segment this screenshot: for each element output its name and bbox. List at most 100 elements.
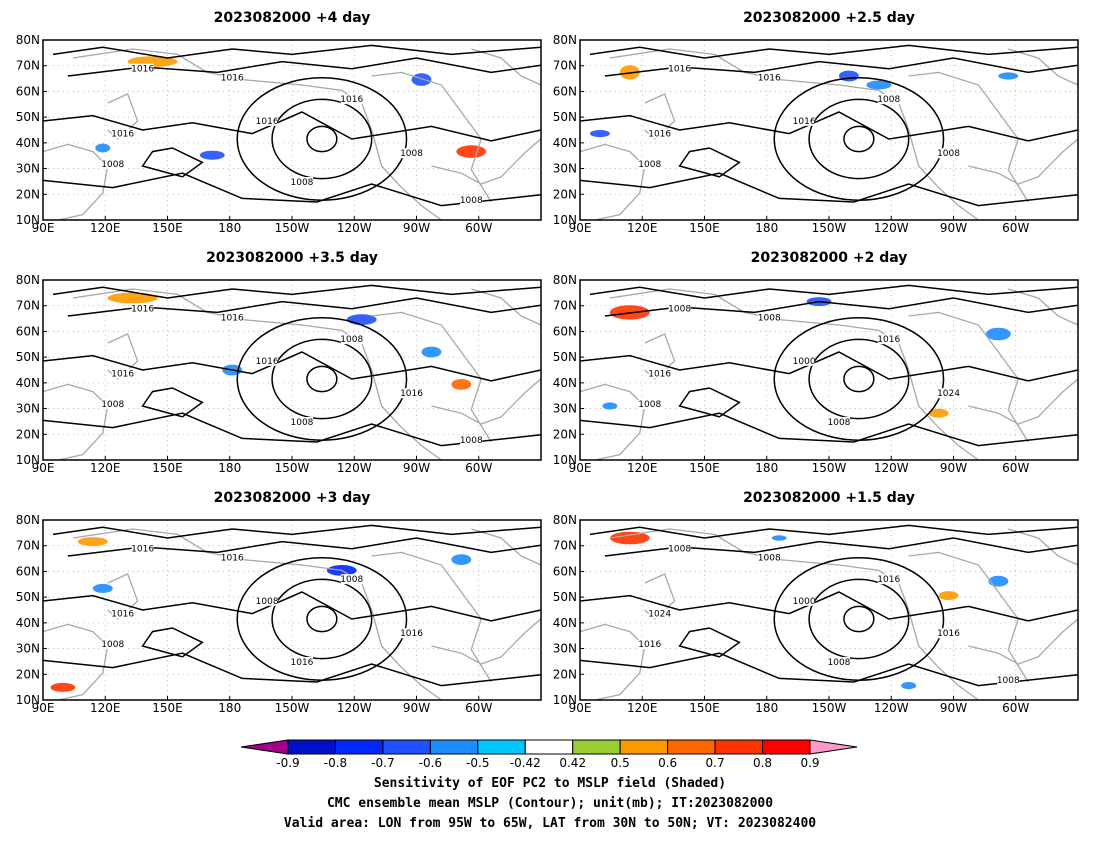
contour-label: 1016: [648, 129, 671, 139]
sensitivity-shading: [602, 402, 618, 410]
caption-line-2: CMC ensemble mean MSLP (Contour); unit(m…: [326, 796, 774, 811]
mslp-contour: [589, 524, 1079, 539]
coastline: [908, 71, 1029, 203]
sensitivity-shading: [421, 346, 442, 358]
contour-label: 1016: [256, 117, 279, 127]
contour-label: 1016: [131, 305, 154, 315]
lat-tick-label: 30N: [16, 642, 40, 656]
contour-label: 1016: [400, 389, 423, 399]
mslp-contour: [843, 125, 875, 153]
contour-label: 1016: [111, 129, 134, 139]
lat-tick-label: 60N: [553, 564, 577, 578]
lon-tick-label: 90W: [403, 701, 430, 715]
lon-tick-label: 150W: [812, 461, 847, 475]
contour-label: 1016: [638, 640, 661, 650]
mslp-contour: [678, 387, 741, 418]
mslp-contour: [141, 387, 204, 418]
lat-tick-label: 10N: [553, 453, 577, 467]
mslp-contour: [579, 172, 1079, 207]
mslp-contour: [843, 605, 875, 633]
lat-tick-label: 50N: [16, 110, 40, 124]
contour-label: 1016: [111, 369, 134, 379]
lon-tick-label: 120E: [627, 701, 658, 715]
lon-tick-label: 150W: [275, 701, 310, 715]
sensitivity-shading: [988, 575, 1009, 587]
colorbar-cell: [667, 739, 716, 755]
lon-tick-label: 120W: [874, 221, 909, 235]
contour-label: 1016: [877, 335, 900, 345]
contour-label: 1016: [937, 629, 960, 639]
contour-label: 1016: [256, 357, 279, 367]
lat-tick-label: 80N: [16, 33, 40, 47]
lon-tick-label: 150E: [152, 461, 183, 475]
colorbar-tick-label: -0.5: [466, 756, 489, 770]
contour-label: 1016: [111, 609, 134, 619]
coastline: [371, 311, 492, 443]
map-panel: 1016 1016 1016 1016 1016 1008 1008 1008 1008 2023…: [16, 10, 542, 235]
mslp-contour: [306, 605, 338, 633]
contour-label: 1000: [793, 597, 816, 607]
sensitivity-shading: [451, 379, 472, 390]
coastline: [968, 138, 1079, 185]
mslp-contour: [808, 578, 910, 660]
lat-tick-label: 70N: [553, 59, 577, 73]
sensitivity-shading: [199, 150, 225, 160]
sensitivity-shading: [985, 327, 1011, 341]
lon-tick-label: 120E: [90, 701, 121, 715]
mslp-contour: [306, 365, 338, 393]
mslp-contour: [678, 147, 741, 178]
lat-tick-label: 10N: [16, 453, 40, 467]
map-panel: 1016 1016 1008 1016 1016 1016 1008 1008 1008 2023…: [16, 250, 542, 475]
sensitivity-shading: [938, 591, 959, 601]
mslp-contour: [773, 557, 945, 681]
mslp-contour: [579, 652, 1079, 687]
lat-tick-label: 80N: [16, 273, 40, 287]
lon-tick-label: 150E: [689, 701, 720, 715]
mslp-contour: [236, 317, 408, 441]
lon-tick-label: 150E: [689, 221, 720, 235]
lon-tick-label: 150W: [812, 221, 847, 235]
lon-tick-label: 90W: [940, 461, 967, 475]
lon-tick-label: 180: [218, 221, 241, 235]
contour-label: 1008: [828, 418, 851, 428]
contour-label: 1008: [758, 554, 781, 564]
lon-tick-label: 150W: [275, 221, 310, 235]
lat-tick-label: 70N: [16, 59, 40, 73]
lon-tick-label: 180: [218, 701, 241, 715]
lon-tick-label: 120E: [90, 461, 121, 475]
contour-label: 1008: [291, 418, 314, 428]
map-panel: 1016 1016 1008 1016 1016 1008 1008 2023082000 +…: [553, 10, 1079, 235]
contour-label: 1016: [793, 117, 816, 127]
lat-tick-label: 40N: [16, 376, 40, 390]
lon-tick-label: 150E: [152, 701, 183, 715]
sensitivity-shading: [95, 143, 111, 153]
lat-tick-label: 80N: [553, 273, 577, 287]
sensitivity-shading: [928, 408, 949, 418]
lat-tick-label: 40N: [16, 616, 40, 630]
lon-tick-label: 180: [218, 461, 241, 475]
lon-tick-label: 120W: [337, 221, 372, 235]
contour-label: 1008: [101, 160, 124, 170]
contour-label: 1016: [221, 74, 244, 84]
panel-title: 2023082000 +3 day: [214, 490, 371, 506]
mslp-contour: [808, 338, 910, 420]
lat-tick-label: 20N: [553, 667, 577, 681]
colorbar-cell: [334, 739, 384, 755]
sensitivity-shading: [411, 73, 432, 86]
lat-tick-label: 10N: [553, 213, 577, 227]
contour-label: 1016: [668, 65, 691, 75]
sensitivity-shading: [589, 130, 610, 138]
lat-tick-label: 20N: [553, 427, 577, 441]
colorbar-cell: [572, 739, 621, 755]
sensitivity-shading: [901, 682, 917, 690]
lat-tick-label: 30N: [16, 402, 40, 416]
sensitivity-shading: [771, 535, 787, 541]
mslp-contour: [236, 77, 408, 201]
mslp-contour: [589, 284, 1079, 299]
lon-tick-label: 60W: [1002, 701, 1029, 715]
lat-tick-label: 50N: [553, 110, 577, 124]
mslp-contour: [579, 412, 1079, 447]
colorbar-cell: [477, 739, 526, 755]
colorbar-tick-label: 0.9: [800, 756, 819, 770]
